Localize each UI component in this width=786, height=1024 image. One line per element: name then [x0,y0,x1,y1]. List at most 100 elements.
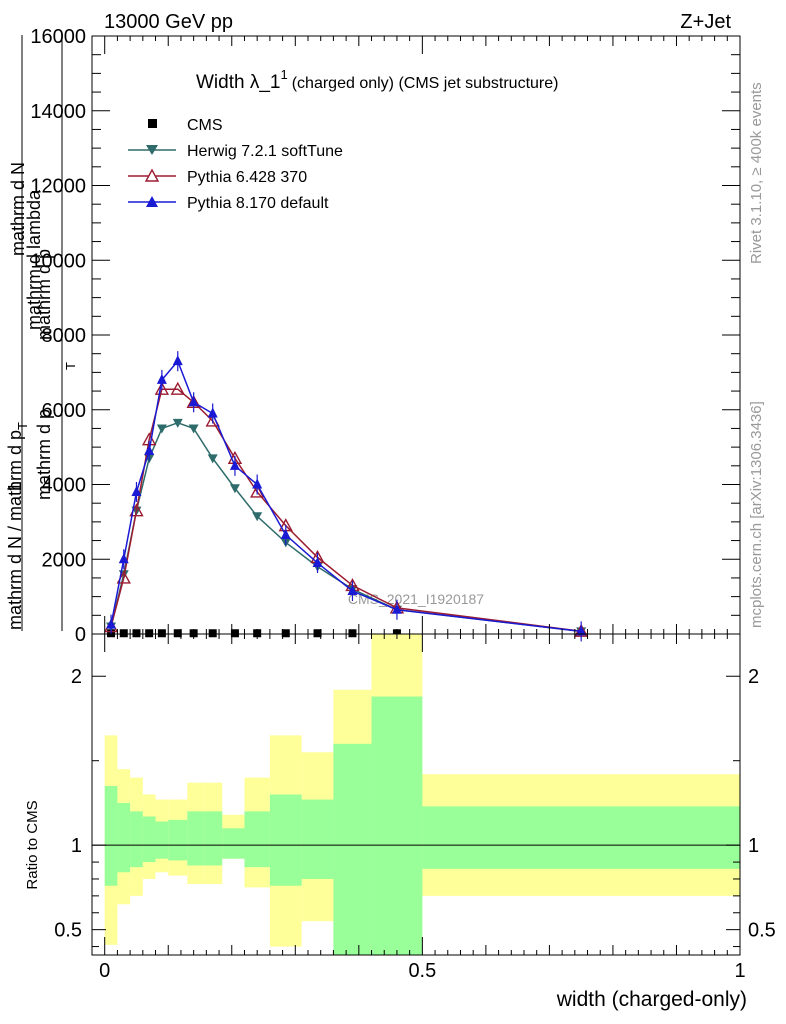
header-right: Z+Jet [680,11,731,33]
legend-marker-pythia8 [146,196,158,207]
ratio-band-green [371,696,423,955]
series-line-herwig-7-2-1-softtune [110,422,582,633]
data-point-cms [313,629,322,638]
legend-label-cms: CMS [187,117,223,134]
legend-marker-pythia6 [144,168,160,182]
legend-label-herwig: Herwig 7.2.1 softTune [187,143,343,160]
data-point-cms [157,629,166,638]
svg-text:mathrm d p: mathrm d p [34,249,54,340]
data-point-herwig-7-2-1-softtune [156,424,167,434]
data-point-herwig-7-2-1-softtune [207,454,218,464]
data-point-pythia-8-170-default [576,625,587,636]
data-point-pythia-6-428-370 [170,381,185,395]
ratio-band-green [130,811,143,868]
x-axis-label: width (charged-only) [556,988,747,1011]
data-point-pythia-8-170-default [106,618,117,629]
data-point-pythia-8-170-default [347,585,358,596]
data-point-cms [173,629,182,638]
data-point-pythia-8-170-default [229,459,240,470]
data-point-pythia-8-170-default [188,396,199,407]
main-y-tick-label: 12000 [30,176,86,198]
data-point-pythia-6-428-370 [249,484,265,498]
data-point-pythia-8-170-default [131,485,142,496]
svg-text:mathrm d N / mathrm d pT: mathrm d N / mathrm d pT [5,422,30,630]
data-point-cms [281,629,290,638]
data-point-pythia-8-170-default [207,407,218,418]
svg-text:T: T [63,362,78,370]
x-tick-label: 1 [734,960,745,982]
data-point-cms [132,629,141,638]
ratio-y-tick-label-right: 1 [748,835,759,857]
x-tick-label: 0.5 [408,960,436,982]
legend-item-cms: CMS [148,117,223,134]
data-point-pythia-8-170-default [156,373,167,384]
legend-marker-cms [148,119,157,128]
legend-item-pythia6: Pythia 6.428 370 [128,168,307,186]
main-y-tick-label: 4000 [42,475,87,497]
series-line-pythia-6-428-370 [110,388,582,632]
data-point-pythia-8-170-default [280,528,291,539]
ratio-band-green [155,821,169,859]
plot-title: Width λ_11(charged only) (CMS jet substr… [196,67,558,93]
header-left: 13000 GeV pp [104,11,233,33]
main-y-tick-label: 8000 [42,325,87,347]
data-point-cms [208,629,217,638]
main-y-tick-label: 6000 [42,400,87,422]
ratio-band-green [244,811,270,868]
svg-text:1: 1 [5,482,25,492]
ratio-band-green [333,743,372,955]
svg-text:mathrm d lambda: mathrm d lambda [24,189,44,330]
legend-label-pythia6: Pythia 6.428 370 [187,169,307,186]
series-herwig-7-2-1-softtune [106,418,587,637]
data-point-pythia-8-170-default [391,603,402,614]
series-pythia-8-170-default [106,351,587,642]
main-y-tick-label: 14000 [30,101,86,123]
data-point-cms [348,629,357,638]
data-point-herwig-7-2-1-softtune [188,424,199,434]
data-point-herwig-7-2-1-softtune [229,484,240,494]
legend: CMS Herwig 7.2.1 softTune Pythia 6.428 3… [128,117,343,212]
ratio-band-green [422,806,740,869]
mcplots-label: mcplots.cern.ch [arXiv:1306.3436] [748,401,765,628]
svg-text:mathrm d p: mathrm d p [34,409,54,500]
legend-item-herwig: Herwig 7.2.1 softTune [128,143,343,160]
ratio-y-tick-label-right: 0.5 [748,920,776,942]
main-y-tick-label: 2000 [42,549,87,571]
ratio-band-green [269,794,302,886]
ratio-band-green [168,819,188,861]
data-point-cms [119,629,128,638]
x-tick-label: 0 [99,960,110,982]
ratio-y-tick-label-right: 2 [748,666,759,688]
ratio-band-green [117,802,131,873]
series-cms [107,629,401,638]
data-point-herwig-7-2-1-softtune [172,418,183,428]
data-point-cms [145,629,154,638]
ratio-band-green [142,816,156,863]
data-point-cms [230,629,239,638]
legend-marker-herwig [146,145,158,155]
main-y-tick-label: 16000 [30,26,86,48]
data-point-pythia-8-170-default [144,444,155,455]
ratio-band-green [222,828,245,859]
ratio-band-green [301,799,334,879]
ratio-y-tick-label: 0.5 [54,920,82,942]
main-panel: 0 2000 4000 6000 8000 10000 12000 14000 16000 [30,26,741,646]
ratio-y-tick-label: 2 [71,666,82,688]
ratio-band-green [203,811,223,866]
data-point-pythia-8-170-default [312,556,323,567]
ratio-frame [91,633,741,956]
main-y-tick-label: 0 [75,624,86,646]
legend-label-pythia8: Pythia 8.170 default [187,195,329,212]
data-point-pythia-8-170-default [172,355,183,366]
legend-item-pythia8: Pythia 8.170 default [128,195,329,212]
ratio-y-axis-label: Ratio to CMS [24,800,41,889]
ratio-y-tick-label: 1 [71,835,82,857]
rivet-label: Rivet 3.1.10, ≥ 400k events [748,82,765,264]
data-point-pythia-8-170-default [252,478,263,489]
ratio-band-green [104,786,118,886]
data-point-pythia-8-170-default [118,553,129,564]
data-point-pythia-6-428-370 [154,381,170,395]
main-y-tick-label: 10000 [30,250,86,272]
svg-text:mathrm d N: mathrm d N [8,162,28,256]
